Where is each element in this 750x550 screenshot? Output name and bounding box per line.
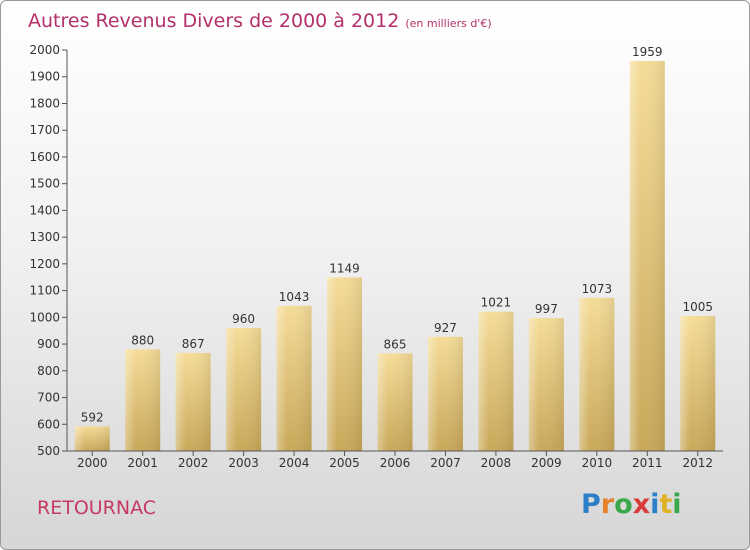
bar-shine-2003	[226, 328, 262, 451]
y-tick-label: 800	[37, 364, 60, 378]
logo-letter: i	[650, 489, 660, 520]
bar-shine-2001	[125, 349, 161, 451]
value-label-2006: 865	[384, 337, 407, 351]
logo-letter: r	[600, 489, 615, 520]
value-label-2003: 960	[232, 312, 255, 326]
x-tick-label-2011: 2011	[632, 456, 663, 470]
y-tick-label: 600	[37, 417, 60, 431]
proxiti-logo: Proxiti	[581, 489, 682, 520]
value-label-2007: 927	[434, 321, 457, 335]
value-label-2000: 592	[81, 410, 104, 424]
bars: 592 880 867 960 1043 1149 865 927 1021 997 1073 195…	[74, 45, 716, 452]
x-axis: 2000 2001 2002 2003 2004 2005 2006 2007 2008 2009…	[67, 450, 723, 470]
y-tick-label: 1400	[29, 203, 60, 217]
value-label-2010: 1073	[582, 282, 613, 296]
y-tick-label: 700	[37, 391, 60, 405]
y-tick-label: 1600	[29, 150, 60, 164]
value-label-2012: 1005	[682, 300, 713, 314]
y-tick-label: 1100	[29, 284, 60, 298]
bar-shine-2010	[579, 297, 615, 451]
bar-shine-2009	[528, 318, 564, 451]
x-tick-label-2001: 2001	[127, 456, 158, 470]
bar-shine-2008	[478, 311, 514, 451]
y-tick-label: 900	[37, 337, 60, 351]
y-tick-label: 1300	[29, 230, 60, 244]
bar-shine-2000	[74, 426, 110, 451]
logo-letter: P	[581, 489, 601, 520]
y-tick-label: 500	[37, 444, 60, 458]
x-tick-label-2009: 2009	[531, 456, 562, 470]
x-tick-label-2008: 2008	[481, 456, 512, 470]
y-tick-label: 1800	[29, 96, 60, 110]
bar-shine-2007	[427, 336, 463, 451]
x-tick-label-2007: 2007	[430, 456, 461, 470]
x-tick-label-2002: 2002	[178, 456, 209, 470]
x-tick-label-2010: 2010	[582, 456, 613, 470]
logo-letter: t	[659, 489, 673, 520]
value-label-2004: 1043	[279, 290, 310, 304]
chart-title: Autres Revenus Divers de 2000 à 2012 (en …	[28, 10, 492, 32]
logo-letter: x	[632, 489, 651, 520]
value-label-2005: 1149	[329, 262, 360, 276]
x-tick-label-2004: 2004	[279, 456, 310, 470]
x-tick-label-2012: 2012	[682, 456, 713, 470]
value-label-2001: 880	[131, 333, 154, 347]
y-tick-label: 1900	[29, 70, 60, 84]
bar-shine-2005	[327, 277, 363, 451]
x-tick-label-2000: 2000	[77, 456, 108, 470]
chart-title-text: Autres Revenus Divers de 2000 à 2012	[28, 10, 400, 32]
x-tick-label-2005: 2005	[329, 456, 360, 470]
x-tick-label-2003: 2003	[228, 456, 259, 470]
value-label-2008: 1021	[481, 296, 512, 310]
y-tick-label: 1000	[29, 310, 60, 324]
value-label-2011: 1959	[632, 45, 663, 59]
bar-shine-2004	[276, 305, 312, 451]
logo-letter: i	[672, 489, 682, 520]
x-tick-label-2006: 2006	[380, 456, 411, 470]
chart-title-unit: (en milliers d'€)	[405, 17, 492, 30]
bar-shine-2006	[377, 353, 413, 451]
bar-shine-2012	[680, 315, 716, 451]
value-label-2002: 867	[182, 337, 205, 351]
y-tick-label: 1500	[29, 177, 60, 191]
bar-shine-2011	[629, 60, 665, 452]
y-tick-label: 1700	[29, 123, 60, 137]
y-tick-label: 2000	[29, 43, 60, 57]
y-tick-label: 1200	[29, 257, 60, 271]
bar-shine-2002	[175, 352, 211, 451]
logo-letter: o	[614, 489, 633, 520]
place-name: RETOURNAC	[37, 497, 157, 519]
y-axis: 500 600 700 800 900 1000 1100 1200 1300 1400 1500 1…	[29, 43, 68, 458]
value-label-2009: 997	[535, 302, 558, 316]
